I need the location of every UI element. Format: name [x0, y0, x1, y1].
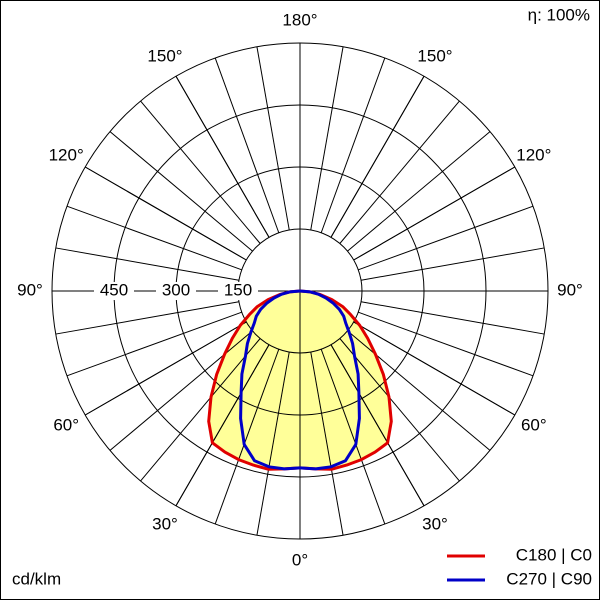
curve — [299, 289, 393, 471]
curve — [299, 289, 361, 471]
angle-line — [175, 344, 270, 507]
angle-label: 30° — [422, 514, 448, 533]
r-tick-label: 450 — [100, 280, 128, 299]
legend-label: C180 | C0 — [516, 545, 592, 564]
angle-label: 150° — [417, 47, 452, 66]
spoke — [256, 351, 290, 536]
spoke — [55, 301, 240, 335]
r-tick-label: 150 — [224, 280, 252, 299]
r-tick-label: 300 — [162, 280, 190, 299]
spoke — [109, 330, 253, 451]
spoke — [339, 338, 460, 482]
angle-label: 180° — [282, 10, 317, 29]
spoke — [140, 338, 261, 482]
spoke — [55, 247, 240, 281]
spoke — [358, 205, 534, 271]
angle-label: 90° — [557, 280, 583, 299]
angle-label: 60° — [53, 415, 79, 434]
spoke — [256, 46, 290, 231]
angle-label: 120° — [49, 145, 84, 164]
spoke — [310, 351, 344, 536]
unit-label: cd/klm — [12, 569, 61, 588]
spoke — [109, 131, 253, 252]
angle-label: 30° — [152, 514, 178, 533]
curve — [239, 289, 301, 471]
angle-line — [84, 321, 247, 416]
spoke — [360, 301, 545, 335]
angle-label: 90° — [17, 280, 43, 299]
angle-label: 60° — [521, 415, 547, 434]
angle-label: 150° — [147, 47, 182, 66]
r-label-bg — [94, 282, 134, 300]
spoke — [140, 100, 261, 244]
spoke — [214, 349, 280, 525]
spoke — [320, 349, 386, 525]
spoke — [339, 100, 460, 244]
r-label-bg — [156, 282, 196, 300]
angle-line — [84, 166, 247, 261]
angle-label: 0° — [292, 550, 308, 569]
spoke — [66, 205, 242, 271]
spoke — [360, 247, 545, 281]
angle-label: 120° — [516, 145, 551, 164]
spoke — [347, 131, 491, 252]
legend-label: C270 | C90 — [506, 569, 592, 588]
spoke — [214, 57, 280, 233]
spoke — [66, 311, 242, 377]
efficiency-label: η: 100% — [528, 5, 590, 24]
angle-line — [353, 166, 516, 261]
spoke — [347, 330, 491, 451]
spoke — [320, 57, 386, 233]
spoke — [358, 311, 534, 377]
curve — [207, 289, 301, 471]
r-label-bg — [218, 282, 258, 300]
angle-line — [330, 344, 425, 507]
angle-line — [330, 75, 425, 238]
spoke — [310, 46, 344, 231]
angle-line — [353, 321, 516, 416]
angle-line — [175, 75, 270, 238]
